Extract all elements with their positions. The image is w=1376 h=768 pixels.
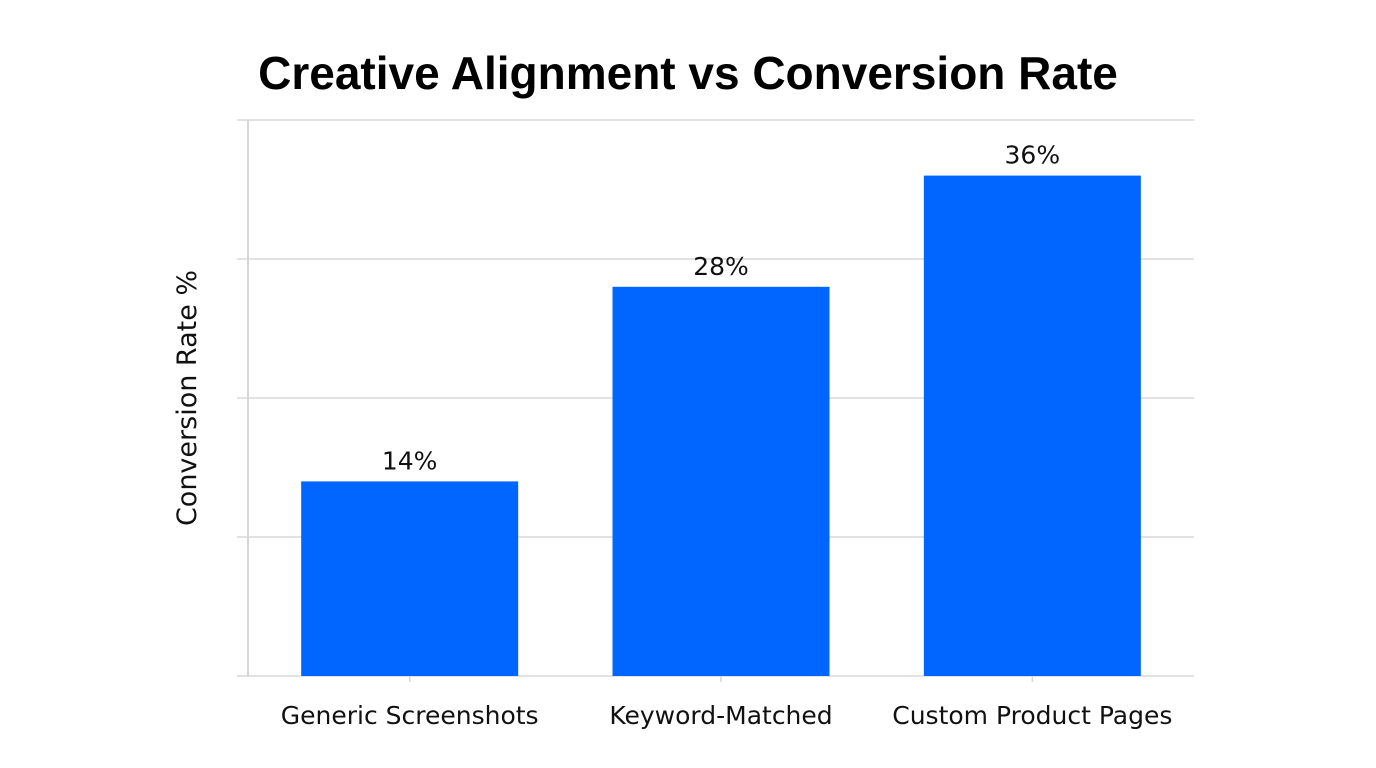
- bar: [301, 481, 519, 676]
- bar: [612, 286, 830, 676]
- data-label: 36%: [1005, 141, 1061, 170]
- bars: 14% Generic Screenshots 28% Keyword-Matched…: [281, 141, 1173, 730]
- y-axis-label: Conversion Rate %: [172, 270, 203, 526]
- x-tick-label: Keyword-Matched: [609, 701, 832, 730]
- data-label: 28%: [693, 252, 749, 281]
- chart-title: Creative Alignment vs Conversion Rate: [258, 47, 1118, 99]
- x-tick-label: Custom Product Pages: [892, 701, 1172, 730]
- bar: [923, 175, 1141, 676]
- x-tick-label: Generic Screenshots: [281, 701, 539, 730]
- data-label: 14%: [382, 446, 438, 475]
